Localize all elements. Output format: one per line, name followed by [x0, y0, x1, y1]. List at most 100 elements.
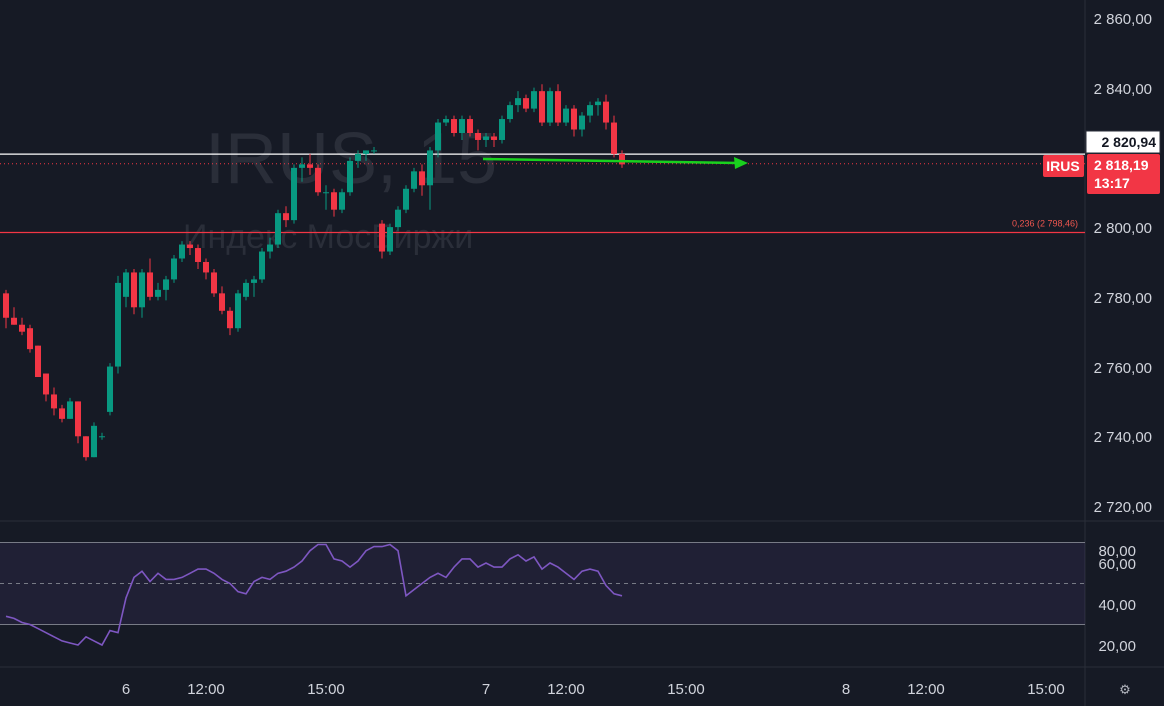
- watermark-name: Индекс МосБиржи: [183, 218, 473, 256]
- candle-body: [35, 345, 41, 378]
- candle-body: [171, 258, 177, 280]
- time-tick: 12:00: [187, 681, 225, 698]
- candle-body: [571, 108, 577, 130]
- candle-body: [395, 209, 401, 228]
- candle-body: [67, 401, 73, 419]
- candle-body: [115, 282, 121, 367]
- candle-body: [195, 248, 201, 262]
- candle-body: [11, 317, 17, 325]
- candle-body: [259, 251, 265, 280]
- candle-body: [539, 91, 545, 123]
- candle-body: [243, 282, 249, 297]
- candle-body: [139, 272, 145, 308]
- time-tick: 12:00: [547, 681, 585, 698]
- price-tick: 2 840,00: [1094, 81, 1152, 98]
- time-tick: 15:00: [667, 681, 705, 698]
- candle-body: [91, 425, 97, 458]
- time-tick: 8: [842, 681, 850, 698]
- candle-body: [611, 122, 617, 154]
- candles-group: [3, 84, 625, 461]
- candle-body: [507, 105, 513, 120]
- candle-body: [307, 164, 313, 168]
- candle-body: [563, 108, 569, 123]
- time-tick: 15:00: [307, 681, 345, 698]
- white-line-price-label: 2 820,94: [1085, 130, 1161, 154]
- time-tick: 7: [482, 681, 490, 698]
- candle-body: [59, 408, 65, 419]
- candle-body: [75, 401, 81, 437]
- candle-body: [531, 91, 537, 109]
- candle-body: [291, 167, 297, 221]
- candle-body: [3, 293, 9, 318]
- candle-body: [43, 373, 49, 395]
- time-tick: 6: [122, 681, 130, 698]
- candle-body: [235, 293, 241, 329]
- candle-body: [579, 115, 585, 130]
- trend-arrow[interactable]: [482, 157, 748, 169]
- candle-body: [523, 98, 529, 109]
- price-tick: 2 860,00: [1094, 11, 1152, 28]
- candle-body: [275, 213, 281, 245]
- candle-body: [211, 272, 217, 294]
- last-price-label: IRUS 2 818,19 13:17: [1043, 154, 1160, 194]
- candle-body: [347, 160, 353, 193]
- candle-body: [147, 272, 153, 297]
- candle-body: [387, 227, 393, 252]
- candle-body: [179, 244, 185, 259]
- candle-body: [163, 279, 169, 290]
- candle-body: [187, 244, 193, 249]
- candle-body: [323, 192, 329, 194]
- price-tick: 2 800,00: [1094, 220, 1152, 237]
- last-price-value: 2 818,19: [1094, 157, 1149, 173]
- candle-body: [555, 91, 561, 123]
- candle-body: [83, 436, 89, 458]
- candle-body: [99, 436, 105, 438]
- candle-body: [467, 119, 473, 133]
- price-tick: 2 720,00: [1094, 499, 1152, 516]
- candle-body: [267, 244, 273, 252]
- candle-body: [475, 132, 481, 140]
- candle-body: [483, 136, 489, 140]
- symbol-badge: IRUS: [1046, 158, 1079, 174]
- price-tick: 2 740,00: [1094, 429, 1152, 446]
- candle-body: [515, 98, 521, 106]
- candle-body: [203, 261, 209, 273]
- rsi-tick: 60,00: [1098, 556, 1136, 573]
- price-tick: 2 760,00: [1094, 360, 1152, 377]
- rsi-tick: 40,00: [1098, 597, 1136, 614]
- candle-body: [219, 293, 225, 311]
- candle-body: [283, 213, 289, 221]
- candle-body: [131, 272, 137, 308]
- candle-body: [315, 167, 321, 193]
- rsi-tick: 80,00: [1098, 543, 1136, 560]
- time-tick: 12:00: [907, 681, 945, 698]
- candle-body: [27, 328, 33, 350]
- candle-body: [403, 188, 409, 210]
- candle-body: [587, 105, 593, 116]
- candle-body: [619, 153, 625, 165]
- price-tick: 2 780,00: [1094, 290, 1152, 307]
- candle-body: [411, 171, 417, 189]
- candle-body: [499, 119, 505, 140]
- candle-body: [371, 150, 377, 152]
- candle-body: [427, 150, 433, 186]
- time-tick: 15:00: [1027, 681, 1065, 698]
- candle-body: [123, 272, 129, 297]
- candle-body: [251, 279, 257, 283]
- svg-text:2 820,94: 2 820,94: [1102, 134, 1157, 150]
- candle-body: [547, 91, 553, 123]
- candle-body: [339, 192, 345, 210]
- candle-body: [451, 119, 457, 133]
- candle-body: [363, 150, 369, 154]
- candle-body: [155, 289, 161, 297]
- gear-icon[interactable]: ⚙: [1119, 683, 1131, 698]
- candle-body: [379, 223, 385, 252]
- candle-body: [227, 310, 233, 329]
- candle-body: [459, 119, 465, 133]
- candle-body: [19, 324, 25, 332]
- candle-body: [595, 101, 601, 106]
- candle-body: [435, 122, 441, 151]
- candle-body: [443, 119, 449, 123]
- candle-body: [331, 192, 337, 210]
